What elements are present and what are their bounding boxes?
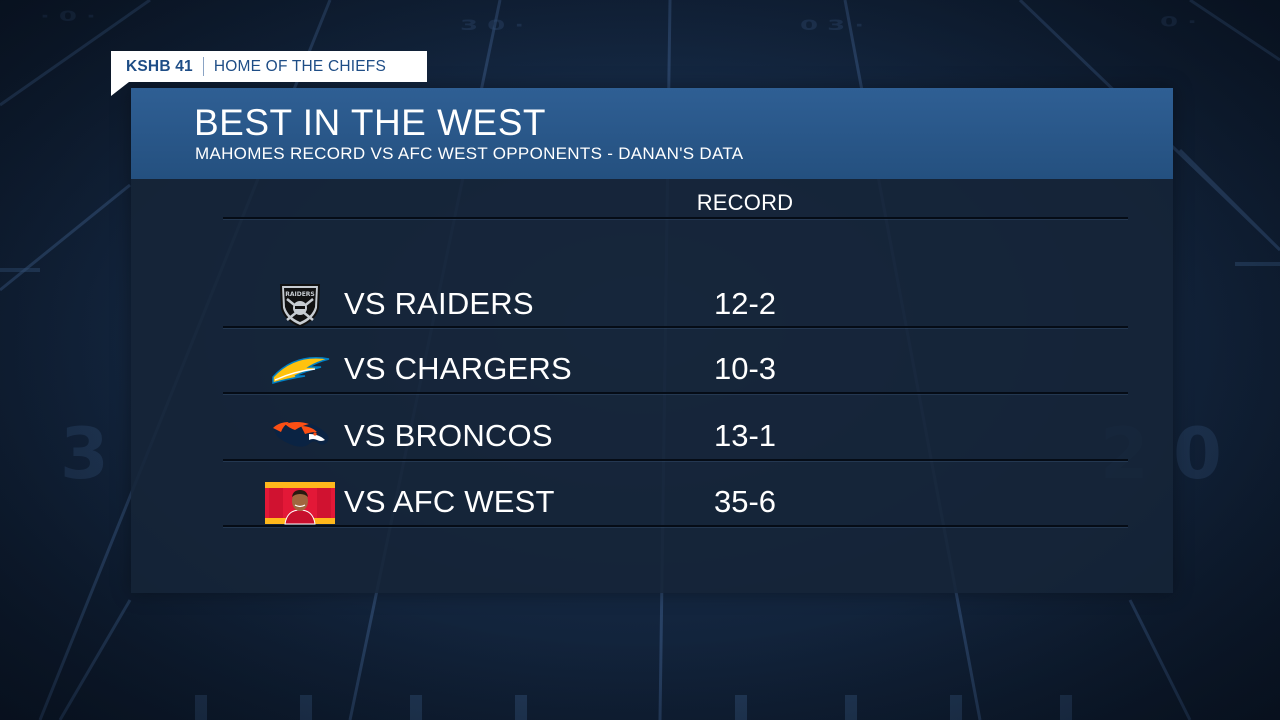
bug-divider <box>202 57 204 76</box>
chargers-bolt-logo <box>265 347 335 393</box>
row-label: VS CHARGERS <box>344 351 572 386</box>
svg-text:3: 3 <box>60 413 109 495</box>
graphic-title: BEST IN THE WEST <box>194 102 547 143</box>
svg-text:RAIDERS: RAIDERS <box>285 291 315 298</box>
row-label: VS RAIDERS <box>344 286 534 321</box>
row-record: 13-1 <box>713 418 777 453</box>
table-row: RAIDERS VS RAIDERS 12-2 <box>265 282 1145 332</box>
row-record: 12-2 <box>713 286 777 321</box>
station-call-sign: KSHB 41 <box>126 57 193 75</box>
row-rule <box>223 525 1128 527</box>
row-record: 35-6 <box>713 484 777 519</box>
bug-tail <box>111 82 129 96</box>
panel-header: BEST IN THE WEST MAHOMES RECORD VS AFC W… <box>131 88 1173 179</box>
row-label: VS AFC WEST <box>344 484 555 519</box>
graphic-subtitle: MAHOMES RECORD VS AFC WEST OPPONENTS - D… <box>195 144 744 163</box>
row-record: 10-3 <box>713 351 777 386</box>
table-row: VS CHARGERS 10-3 <box>265 347 1145 397</box>
svg-text:0 ·: 0 · <box>1160 13 1197 29</box>
svg-text:0 3 ·: 0 3 · <box>800 17 864 33</box>
row-rule <box>223 326 1128 328</box>
header-rule <box>223 217 1128 219</box>
raiders-shield-logo: RAIDERS <box>265 282 335 328</box>
row-label: VS BRONCOS <box>344 418 553 453</box>
table-row: VS BRONCOS 13-1 <box>265 414 1145 464</box>
table-row: VS AFC WEST 35-6 <box>265 480 1145 530</box>
station-bug: KSHB 41 HOME OF THE CHIEFS <box>111 51 427 82</box>
stats-panel: BEST IN THE WEST MAHOMES RECORD VS AFC W… <box>131 88 1173 593</box>
broncos-horse-logo <box>265 414 335 460</box>
svg-text:· 0 ·: · 0 · <box>40 8 96 24</box>
svg-text:3 0 ·: 3 0 · <box>460 17 524 33</box>
row-rule <box>223 392 1128 394</box>
row-rule <box>223 459 1128 461</box>
station-tagline: HOME OF THE CHIEFS <box>213 57 386 75</box>
mahomes-headshot-photo <box>265 480 335 526</box>
record-column-header: RECORD <box>696 190 794 215</box>
